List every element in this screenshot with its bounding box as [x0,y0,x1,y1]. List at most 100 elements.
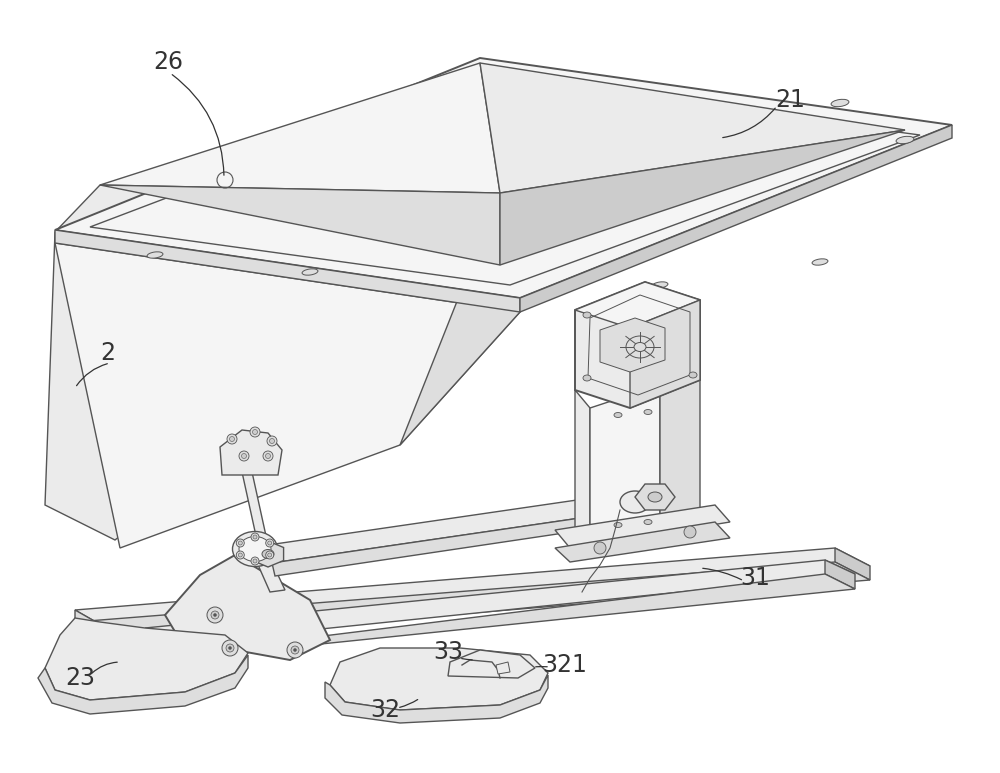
Polygon shape [580,415,680,555]
Polygon shape [575,282,700,328]
Polygon shape [55,230,520,312]
Text: 321: 321 [543,653,587,677]
Polygon shape [268,493,635,563]
Ellipse shape [239,536,271,561]
Text: 2: 2 [101,341,116,365]
Ellipse shape [262,550,274,559]
Circle shape [266,539,274,547]
Circle shape [239,451,249,461]
Polygon shape [835,548,870,580]
Circle shape [226,644,234,652]
Polygon shape [242,472,268,545]
Circle shape [268,553,272,557]
Circle shape [263,451,273,461]
Text: 26: 26 [153,50,183,74]
Polygon shape [330,648,548,710]
Circle shape [227,434,237,444]
Ellipse shape [614,413,622,417]
Ellipse shape [648,492,662,502]
Circle shape [251,557,259,565]
Polygon shape [45,618,248,700]
Polygon shape [165,555,330,660]
Circle shape [229,646,232,649]
Polygon shape [220,430,282,475]
Polygon shape [75,562,870,643]
Polygon shape [630,300,700,408]
Polygon shape [575,390,590,548]
Polygon shape [272,510,638,576]
Ellipse shape [689,372,697,378]
Circle shape [291,646,299,654]
Ellipse shape [652,282,668,288]
Circle shape [251,533,259,541]
Polygon shape [635,484,675,510]
Ellipse shape [620,491,650,513]
Polygon shape [555,522,730,562]
Polygon shape [38,655,248,714]
Circle shape [230,437,235,441]
Polygon shape [496,662,510,674]
Circle shape [250,427,260,437]
Circle shape [238,553,242,557]
Polygon shape [55,58,952,298]
Polygon shape [145,560,855,643]
Circle shape [236,539,244,547]
Circle shape [253,430,258,434]
Ellipse shape [831,99,849,107]
Circle shape [253,535,257,539]
Polygon shape [480,63,905,193]
Polygon shape [400,193,520,445]
Polygon shape [575,282,700,408]
Ellipse shape [812,259,828,265]
Polygon shape [55,243,520,548]
Ellipse shape [614,523,622,527]
Circle shape [266,454,271,458]
Ellipse shape [583,312,591,318]
Circle shape [270,438,275,444]
Circle shape [211,611,219,619]
Circle shape [266,551,274,559]
Polygon shape [555,505,730,548]
Circle shape [684,526,696,538]
Polygon shape [600,318,665,372]
Ellipse shape [583,375,591,381]
Ellipse shape [644,519,652,525]
Polygon shape [500,130,905,265]
Circle shape [238,541,242,545]
Circle shape [236,551,244,559]
Polygon shape [75,548,870,630]
Circle shape [268,541,272,545]
Ellipse shape [634,342,646,352]
Polygon shape [825,560,855,589]
Polygon shape [252,541,284,567]
Ellipse shape [896,136,914,144]
Polygon shape [255,558,285,592]
Ellipse shape [147,252,163,258]
Text: 23: 23 [65,666,95,690]
Text: 32: 32 [370,698,400,722]
Polygon shape [520,125,952,312]
Text: 21: 21 [775,88,805,112]
Polygon shape [100,63,500,193]
Circle shape [267,436,277,446]
Ellipse shape [302,269,318,275]
Ellipse shape [233,532,278,567]
Circle shape [222,640,238,656]
Polygon shape [45,185,500,540]
Polygon shape [448,650,535,678]
Circle shape [242,454,247,458]
Ellipse shape [644,410,652,414]
Polygon shape [660,380,700,525]
Text: 31: 31 [740,566,770,590]
Polygon shape [75,610,110,643]
Polygon shape [145,574,855,658]
Circle shape [253,559,257,563]
Circle shape [294,649,297,652]
Polygon shape [590,385,660,548]
Polygon shape [100,185,500,265]
Text: 33: 33 [433,640,463,664]
Circle shape [214,614,217,617]
Polygon shape [145,643,185,658]
Circle shape [287,642,303,658]
Circle shape [594,542,606,554]
